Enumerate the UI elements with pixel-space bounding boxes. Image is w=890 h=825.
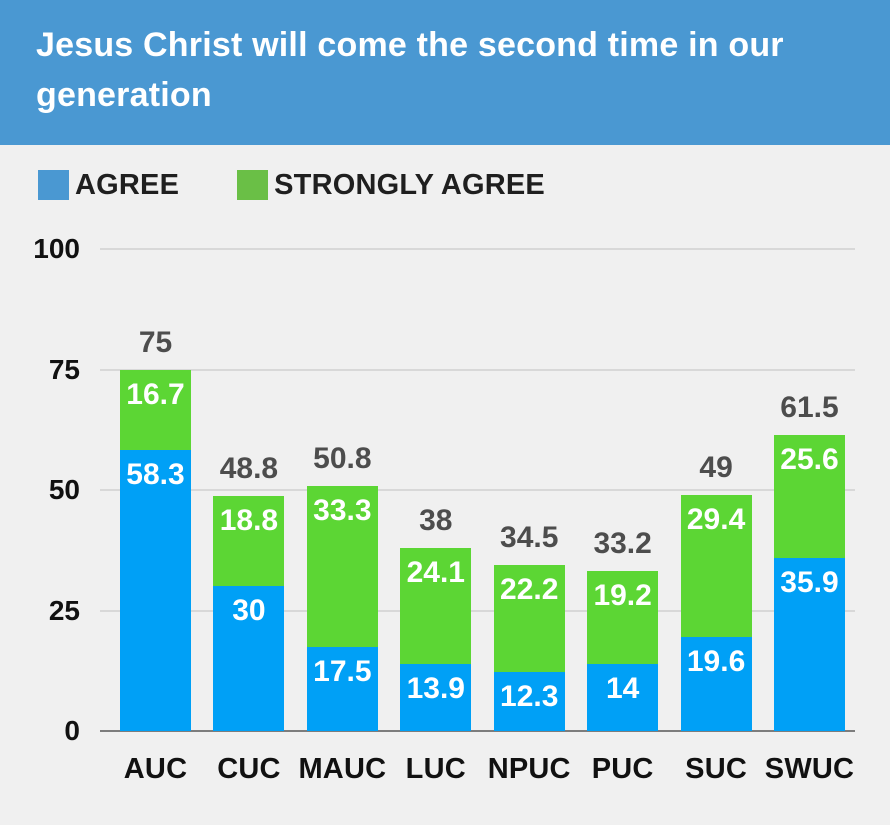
bar-swuc-agree[interactable] bbox=[774, 557, 845, 731]
x-axis-label-auc: AUC bbox=[123, 753, 188, 785]
bar-suc-agree[interactable] bbox=[680, 636, 752, 731]
total-label: 61.5 bbox=[780, 390, 839, 424]
grid-line bbox=[100, 248, 855, 250]
bar-swuc-strongly-agree[interactable] bbox=[774, 434, 845, 558]
value-label-agree: 13.9 bbox=[406, 672, 465, 705]
y-axis-label: 50 bbox=[48, 474, 80, 505]
value-label-strongly-agree: 33.3 bbox=[313, 494, 372, 528]
y-axis-label: 25 bbox=[48, 595, 80, 626]
y-axis-label: 0 bbox=[64, 715, 80, 746]
bar-npuc-strongly-agree[interactable] bbox=[493, 564, 565, 672]
x-axis-label-mauc: MAUC bbox=[298, 753, 387, 785]
x-axis-line bbox=[100, 730, 855, 732]
legend-swatch-agree-icon bbox=[38, 170, 69, 200]
value-label-strongly-agree: 18.8 bbox=[219, 503, 279, 537]
bar-mauc-agree[interactable] bbox=[306, 646, 378, 731]
x-axis-label-suc: SUC bbox=[685, 753, 747, 785]
bar-npuc-agree[interactable] bbox=[493, 671, 565, 731]
value-label-strongly-agree: 22.2 bbox=[500, 572, 559, 606]
value-label-strongly-agree: 16.7 bbox=[126, 377, 185, 411]
bar-suc-strongly-agree[interactable] bbox=[680, 494, 752, 637]
grid-line bbox=[100, 489, 855, 491]
value-label-agree: 17.5 bbox=[313, 654, 372, 688]
value-label-agree: 30 bbox=[232, 594, 266, 628]
total-label: 33.2 bbox=[593, 526, 652, 560]
legend-swatch-strongly-agree-icon bbox=[237, 170, 269, 200]
chart-title: Jesus Christ will come the second time i… bbox=[36, 26, 784, 114]
value-label-strongly-agree: 24.1 bbox=[406, 555, 465, 589]
bar-luc-strongly-agree[interactable] bbox=[400, 547, 472, 664]
value-label-strongly-agree: 19.2 bbox=[593, 578, 652, 612]
y-axis-label: 100 bbox=[33, 233, 80, 264]
value-label-strongly-agree: 29.4 bbox=[686, 502, 746, 536]
bar-puc-strongly-agree[interactable] bbox=[587, 570, 659, 664]
value-label-agree: 14 bbox=[605, 671, 640, 705]
chart-header: Jesus Christ will come the second time i… bbox=[0, 0, 890, 145]
value-label-agree: 19.6 bbox=[686, 644, 746, 678]
chart-legend: AGREE STRONGLY AGREE bbox=[38, 168, 545, 202]
total-label: 75 bbox=[138, 325, 173, 359]
x-axis-label-cuc: CUC bbox=[217, 753, 281, 785]
x-axis-label-luc: LUC bbox=[405, 753, 466, 785]
total-label: 48.8 bbox=[219, 451, 279, 485]
x-axis-label-puc: PUC bbox=[591, 753, 654, 785]
bar-luc-agree[interactable] bbox=[400, 664, 472, 731]
legend-label-agree: AGREE bbox=[75, 168, 180, 201]
value-label-agree: 12.3 bbox=[500, 679, 559, 713]
grid-line bbox=[100, 369, 855, 371]
bar-puc-agree[interactable] bbox=[587, 663, 659, 731]
bar-cuc-strongly-agree[interactable] bbox=[213, 495, 285, 587]
value-label-agree: 58.3 bbox=[126, 457, 185, 491]
legend-label-strongly-agree: STRONGLY AGREE bbox=[274, 168, 545, 201]
bar-auc-agree[interactable] bbox=[120, 449, 191, 731]
value-label-agree: 35.9 bbox=[780, 565, 839, 599]
total-label: 38 bbox=[419, 503, 453, 537]
total-label: 49 bbox=[699, 450, 733, 484]
y-axis-label: 75 bbox=[48, 354, 80, 385]
legend-item-strongly-agree[interactable]: STRONGLY AGREE bbox=[237, 169, 545, 202]
x-axis-label-swuc: SWUC bbox=[764, 753, 855, 785]
bar-auc-strongly-agree[interactable] bbox=[120, 369, 191, 450]
total-label: 50.8 bbox=[313, 442, 372, 476]
total-label: 34.5 bbox=[500, 520, 559, 554]
bar-mauc-strongly-agree[interactable] bbox=[306, 486, 378, 647]
grid-line bbox=[100, 610, 855, 612]
value-label-strongly-agree: 25.6 bbox=[780, 442, 839, 476]
x-axis-label-npuc: NPUC bbox=[487, 753, 571, 785]
legend-item-agree[interactable]: AGREE bbox=[38, 169, 179, 202]
bar-cuc-agree[interactable] bbox=[213, 586, 285, 731]
